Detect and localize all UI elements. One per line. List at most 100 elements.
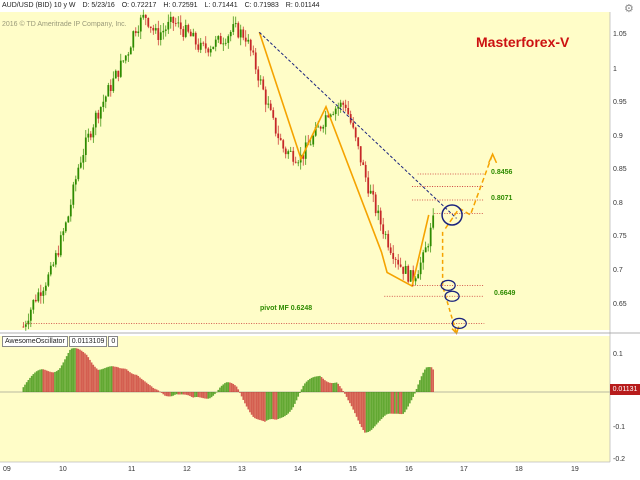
osc-tick: 0.1 xyxy=(613,351,623,358)
price-tick: 0.85 xyxy=(613,166,627,173)
oscillator-bar xyxy=(160,392,163,393)
oscillator-bar xyxy=(115,366,118,392)
candle-body xyxy=(302,154,305,159)
oscillator-bar xyxy=(50,372,53,392)
oscillator-bar xyxy=(322,378,325,392)
oscillator-bar xyxy=(237,389,240,392)
oscillator-bar xyxy=(277,392,280,419)
oscillator-bar xyxy=(225,382,228,392)
candle-body xyxy=(324,115,327,127)
candle-body xyxy=(174,23,177,24)
oscillator-bar xyxy=(254,392,256,419)
oscillator-bar xyxy=(199,392,201,398)
candle-body xyxy=(114,70,117,79)
candle-body xyxy=(124,55,127,61)
candle-body xyxy=(77,167,80,180)
oscillator-bar xyxy=(179,392,181,395)
candle-body xyxy=(62,231,65,236)
oscillator-param: 0 xyxy=(108,336,119,347)
candle-body xyxy=(117,70,120,77)
candle-body xyxy=(134,31,137,34)
candle-body xyxy=(32,299,35,310)
time-tick: 17 xyxy=(460,466,468,473)
oscillator-bar xyxy=(117,367,120,392)
candle-body xyxy=(374,194,377,214)
oscillator-bar xyxy=(409,392,411,404)
forecast-path-down xyxy=(441,231,458,334)
oscillator-bar xyxy=(224,383,226,392)
candle-body xyxy=(217,36,220,40)
oscillator-bar xyxy=(227,382,230,392)
candle-body xyxy=(379,210,382,225)
oscillator-bar xyxy=(47,371,50,392)
candle-body xyxy=(289,150,292,152)
candle-body xyxy=(187,24,190,32)
candle-body xyxy=(274,117,277,134)
candle-body xyxy=(27,320,30,325)
oscillator-bar xyxy=(415,388,418,392)
oscillator-bar xyxy=(109,366,111,392)
oscillator-bar xyxy=(49,371,51,392)
oscillator-bar xyxy=(255,392,258,419)
oscillator-bar xyxy=(55,371,58,392)
oscillator-bar xyxy=(357,392,360,421)
oscillator-bar xyxy=(355,392,358,417)
price-tick: 0.65 xyxy=(613,301,627,308)
candle-body xyxy=(89,133,92,138)
candle-body xyxy=(209,48,212,53)
oscillator-bar xyxy=(305,381,308,392)
candle-body xyxy=(262,79,265,90)
oscillator-bar xyxy=(145,382,148,392)
time-tick: 10 xyxy=(59,466,67,473)
oscillator-bar xyxy=(252,392,255,417)
oscillator-name[interactable]: AwesomeOscillator xyxy=(2,336,68,347)
candle-body xyxy=(394,258,397,260)
oscillator-bar xyxy=(114,366,116,392)
oscillator-bar xyxy=(354,392,356,414)
oscillator-bar xyxy=(210,392,213,398)
gear-icon[interactable]: ⚙ xyxy=(624,3,634,15)
candle-body xyxy=(427,246,430,248)
symbol-header: AUD/USD (BID) 10 y W D: 5/23/16 O: 0.722… xyxy=(2,2,325,9)
oscillator-bar xyxy=(22,387,25,392)
oscillator-bar xyxy=(365,392,368,433)
oscillator-bar xyxy=(285,392,288,415)
oscillator-bar xyxy=(195,392,198,397)
oscillator-bar xyxy=(142,380,145,392)
oscillator-bar xyxy=(122,368,125,392)
oscillator-bar xyxy=(342,391,345,392)
oscillator-bar xyxy=(90,362,93,392)
candle-body xyxy=(279,138,282,141)
oscillator-bar xyxy=(345,392,348,397)
candle-body xyxy=(329,114,332,118)
oscillator-bar xyxy=(300,389,303,392)
oscillator-bar xyxy=(399,392,401,415)
oscillator-bar xyxy=(194,392,196,398)
oscillator-bar xyxy=(202,392,205,399)
oscillator-legend[interactable]: AwesomeOscillator 0.0113109 0 xyxy=(2,336,119,347)
candle-body xyxy=(79,162,82,168)
candle-body xyxy=(327,115,330,118)
oscillator-bar xyxy=(85,354,88,392)
candle-body xyxy=(314,126,317,136)
candle-body xyxy=(359,146,362,163)
oscillator-bar xyxy=(140,378,143,392)
oscillator-bar xyxy=(380,392,383,420)
oscillator-bar xyxy=(174,392,176,395)
candle-body xyxy=(417,274,420,279)
oscillator-bar xyxy=(182,392,185,395)
oscillator-histogram xyxy=(22,348,434,433)
candle-body xyxy=(169,16,172,22)
oscillator-bar xyxy=(397,392,399,414)
oscillator-bar xyxy=(45,370,48,392)
candle-body xyxy=(142,14,145,18)
oscillator-bar xyxy=(74,348,76,392)
oscillator-bar xyxy=(80,350,83,392)
oscillator-bar xyxy=(190,392,193,397)
oscillator-bar xyxy=(432,369,434,392)
candle-body xyxy=(204,43,207,49)
oscillator-bar xyxy=(334,382,336,392)
candle-body xyxy=(419,262,422,275)
